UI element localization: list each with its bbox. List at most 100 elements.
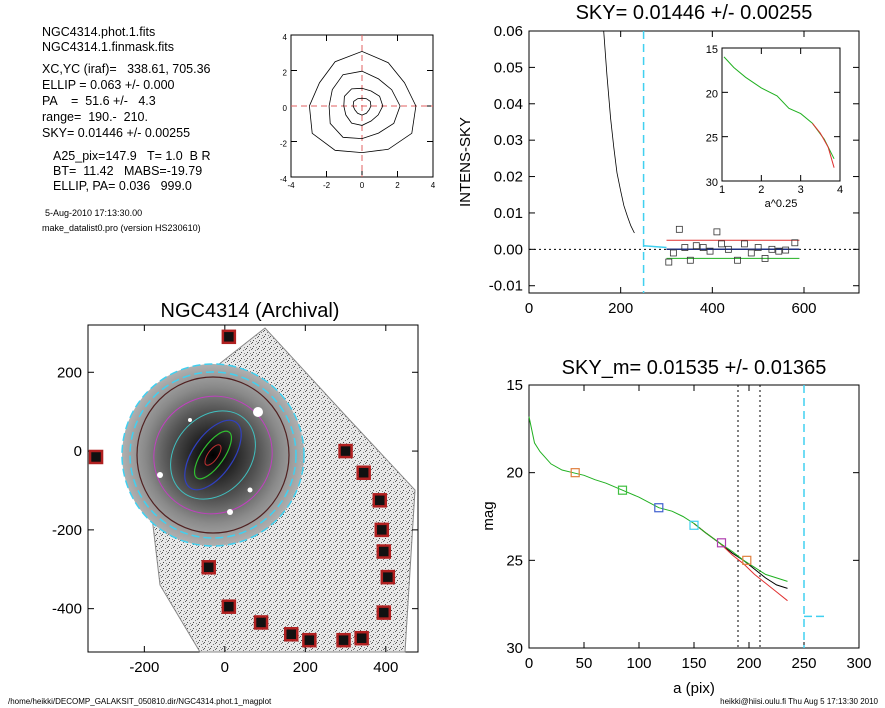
mag-marker xyxy=(570,468,580,478)
sky-point xyxy=(761,255,769,262)
image-x-tick-label: -200 xyxy=(129,659,159,676)
sky-y-tick-label: 0.01 xyxy=(494,205,523,222)
mag-ylabel: mag xyxy=(480,501,497,530)
mag-marker xyxy=(689,520,699,530)
mag-x-tick-label: 100 xyxy=(626,655,651,672)
mask-box xyxy=(88,449,104,465)
inset-y-tick-label: 15 xyxy=(706,44,718,56)
contour-x-tick-label: 4 xyxy=(431,181,436,190)
sky-point xyxy=(775,247,783,255)
mag-marker xyxy=(716,538,727,548)
sky-point xyxy=(681,244,689,251)
sky-y-tick-label: 0.00 xyxy=(494,241,523,258)
info-line: NGC4314.phot.1.fits xyxy=(42,25,155,39)
sky-x-tick-label: 0 xyxy=(525,300,533,317)
sky-frame xyxy=(528,30,860,294)
mask-box xyxy=(253,615,269,630)
galaxy-body xyxy=(122,364,304,546)
sky-point xyxy=(706,247,714,255)
sky-point xyxy=(718,240,725,248)
version-line: make_datalist0.pro (version HS230610) xyxy=(42,223,201,233)
sky-x-tick-label: 600 xyxy=(791,300,816,317)
star-mask xyxy=(253,407,263,417)
star-mask xyxy=(188,418,192,422)
timestamp: 5-Aug-2010 17:13:30.00 xyxy=(45,208,142,218)
mask-box xyxy=(376,544,392,559)
mask-box xyxy=(336,632,351,648)
inset-frame xyxy=(721,47,841,182)
inset-red-profile xyxy=(812,123,835,168)
sky-point xyxy=(747,249,755,257)
mask-box xyxy=(372,493,388,508)
mag-marker xyxy=(742,555,752,565)
mag-profile-green xyxy=(528,416,788,582)
sky-y-tick-label: -0.01 xyxy=(489,278,523,295)
contour-level xyxy=(308,50,417,154)
mask-box xyxy=(356,465,371,480)
inset-y-tick-label: 20 xyxy=(706,88,718,100)
mag-profile-black xyxy=(693,523,788,589)
image-x-tick-label: 0 xyxy=(221,659,229,676)
contour-y-tick-label: -4 xyxy=(280,175,288,184)
mag-title: SKY_m= 0.01535 +/- 0.01365 xyxy=(562,357,827,379)
isophote-red xyxy=(204,444,222,466)
sky-point xyxy=(734,256,741,264)
sky-point xyxy=(791,239,799,247)
mask-box xyxy=(380,569,396,585)
mag-x-tick-label: 0 xyxy=(525,655,533,672)
footer-user: heikki@hiisi.oulu.fi Thu Aug 5 17:13:30 … xyxy=(720,697,878,706)
mask-box xyxy=(221,329,237,345)
sky-segment xyxy=(643,244,667,249)
inset-x-tick-label: 3 xyxy=(798,184,804,196)
image-title: NGC4314 (Archival) xyxy=(161,300,340,322)
contour-x-tick-label: -2 xyxy=(323,181,331,190)
image-x-tick-label: 400 xyxy=(373,659,398,676)
contour-x-tick-label: -4 xyxy=(287,181,295,190)
sky-y-tick-label: 0.05 xyxy=(494,59,523,76)
mask-box xyxy=(338,443,353,459)
info-line: range= 190.- 210. xyxy=(42,110,148,124)
mask-box xyxy=(302,632,317,648)
star-mask xyxy=(247,487,253,493)
sky-y-tick-label: 0.02 xyxy=(494,169,523,186)
mag-marker xyxy=(617,485,628,495)
inset-y-tick-label: 30 xyxy=(706,177,718,189)
contour-plot: -4 -2 0 2 4 -4 -2 0 2 4 xyxy=(280,33,436,190)
sky-y-tick-label: 0.03 xyxy=(494,132,523,149)
contour-y-tick-label: 0 xyxy=(283,104,288,113)
isophote-cyan xyxy=(170,410,256,500)
contour-x-tick-label: 2 xyxy=(395,181,400,190)
image-y-tick-label: -400 xyxy=(52,601,82,618)
mag-x-tick-label: 50 xyxy=(576,655,593,672)
mag-y-tick-label: 15 xyxy=(506,377,523,394)
sky-point xyxy=(782,246,790,254)
mag-xlabel: a (pix) xyxy=(673,680,715,697)
sky-point xyxy=(754,244,762,251)
contour-level xyxy=(328,70,401,140)
contour-y-tick-label: -2 xyxy=(280,140,288,149)
mag-x-tick-label: 200 xyxy=(736,655,761,672)
contour-level xyxy=(343,87,384,126)
mag-y-tick-label: 20 xyxy=(506,465,523,482)
contour-x-tick-label: 0 xyxy=(360,181,365,190)
sky-point xyxy=(713,228,721,236)
info-line: NGC4314.1.finmask.fits xyxy=(42,40,174,54)
sky-plot: SKY= 0.01446 +/- 0.00255 INTENS-SKY 0 200… xyxy=(457,2,860,317)
footer-path: /home/heikki/DECOMP_GALAKSIT_050810.dir/… xyxy=(8,697,272,706)
info-line: ELLIP = 0.063 +/- 0.000 xyxy=(42,78,175,92)
header-info: NGC4314.phot.1.fits NGC4314.1.finmask.fi… xyxy=(42,25,211,233)
info-line: BT= 11.42 MABS=-19.79 xyxy=(53,164,202,178)
mag-frame xyxy=(528,384,860,649)
sky-annulus-outer xyxy=(121,363,305,547)
mag-x-tick-label: 250 xyxy=(791,655,816,672)
image-y-tick-label: 200 xyxy=(57,364,82,381)
sky-x-tick-label: 400 xyxy=(700,300,725,317)
mag-plot: SKY_m= 0.01535 +/- 0.01365 mag a (pix) 0… xyxy=(480,357,872,697)
sky-point xyxy=(665,258,673,266)
isophote-blue xyxy=(184,419,242,491)
inset-xlabel: a^0.25 xyxy=(765,198,798,210)
info-line: PA = 51.6 +/- 4.3 xyxy=(42,94,156,108)
star-mask xyxy=(227,509,233,515)
sky-point xyxy=(741,240,748,248)
